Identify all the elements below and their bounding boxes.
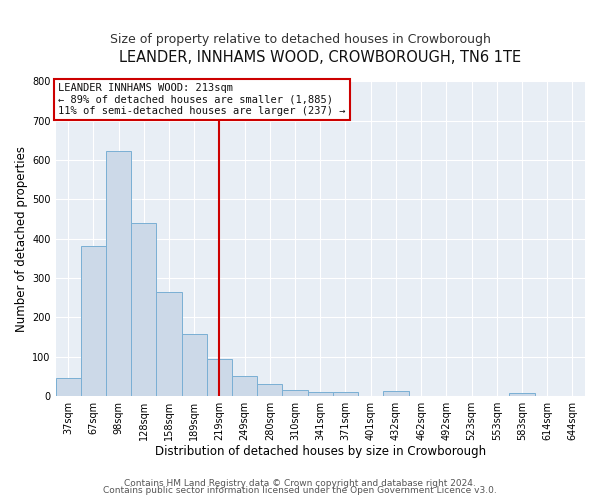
Text: Contains HM Land Registry data © Crown copyright and database right 2024.: Contains HM Land Registry data © Crown c…	[124, 478, 476, 488]
Bar	[131, 223, 157, 396]
Text: Size of property relative to detached houses in Crowborough: Size of property relative to detached ho…	[110, 32, 490, 46]
Bar	[56, 378, 81, 396]
Bar	[308, 392, 333, 396]
Bar	[283, 390, 308, 396]
Bar	[257, 384, 283, 396]
Bar	[81, 246, 106, 396]
Bar	[383, 392, 409, 396]
Bar	[333, 392, 358, 396]
Bar	[509, 394, 535, 396]
Bar	[157, 292, 182, 396]
Text: Contains public sector information licensed under the Open Government Licence v3: Contains public sector information licen…	[103, 486, 497, 495]
Text: LEANDER INNHAMS WOOD: 213sqm
← 89% of detached houses are smaller (1,885)
11% of: LEANDER INNHAMS WOOD: 213sqm ← 89% of de…	[58, 83, 346, 116]
Y-axis label: Number of detached properties: Number of detached properties	[15, 146, 28, 332]
Bar	[106, 152, 131, 396]
X-axis label: Distribution of detached houses by size in Crowborough: Distribution of detached houses by size …	[155, 444, 486, 458]
Title: LEANDER, INNHAMS WOOD, CROWBOROUGH, TN6 1TE: LEANDER, INNHAMS WOOD, CROWBOROUGH, TN6 …	[119, 50, 521, 65]
Bar	[232, 376, 257, 396]
Bar	[207, 358, 232, 396]
Bar	[182, 334, 207, 396]
